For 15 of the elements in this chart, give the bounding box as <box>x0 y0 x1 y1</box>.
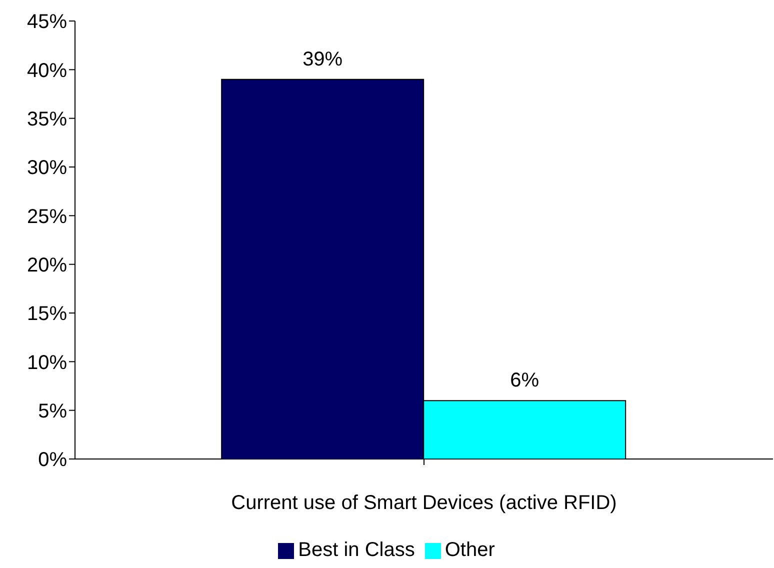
y-tick-label: 40% <box>26 60 68 82</box>
legend-label: Other <box>444 539 495 561</box>
y-tick-label: 20% <box>26 254 68 276</box>
y-tick-label: 15% <box>26 303 68 326</box>
y-tick-label: 10% <box>26 352 68 374</box>
y-tick-label: 0% <box>38 449 68 472</box>
y-tick-label: 35% <box>26 108 68 130</box>
y-tick-label: 5% <box>38 400 68 422</box>
legend-label: Best in Class <box>298 539 415 561</box>
y-tick-label: 30% <box>26 157 68 180</box>
data-label: 39% <box>302 48 343 70</box>
data-label: 6% <box>510 370 540 392</box>
y-tick-label: 45% <box>26 11 68 34</box>
y-tick-label: 25% <box>26 206 68 228</box>
x-tick-label: Current use of Smart Devices (active RFID) <box>231 492 617 514</box>
